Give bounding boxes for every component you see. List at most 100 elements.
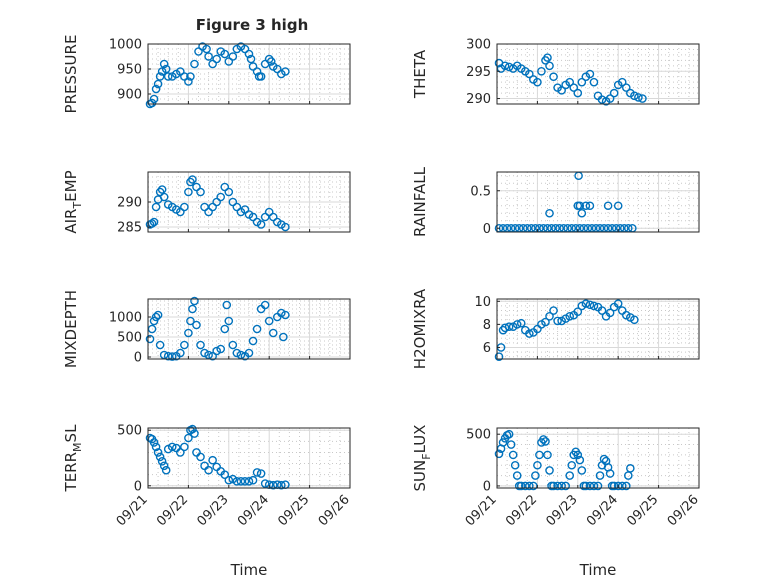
data-point [599, 454, 609, 464]
y-axis-label: TERRMSL [62, 424, 84, 493]
data-point [186, 177, 195, 187]
data-point [504, 322, 514, 331]
data-point [585, 300, 595, 310]
data-point [149, 94, 159, 104]
data-point [539, 435, 548, 444]
data-point [575, 455, 585, 465]
y-tick-label: 10 [474, 295, 491, 310]
data-point [266, 57, 276, 66]
data-point [621, 481, 631, 491]
data-point [167, 352, 177, 361]
data-point [537, 66, 546, 76]
data-point [577, 208, 587, 218]
data-point [504, 429, 514, 439]
data-point [153, 448, 163, 457]
data-point [605, 94, 615, 103]
data-point [630, 315, 639, 325]
data-point [264, 54, 274, 64]
data-point [512, 320, 522, 329]
data-point [192, 320, 201, 330]
axes-frame [147, 171, 351, 233]
data-point [603, 201, 613, 211]
axes-frame [147, 43, 351, 105]
data-point [577, 466, 587, 475]
data-point [605, 469, 615, 478]
data-point [236, 477, 246, 486]
data-point [277, 480, 286, 490]
data-point [167, 442, 177, 452]
data-point [545, 61, 554, 71]
y-tick-label: 500 [117, 331, 142, 346]
data-point [506, 440, 516, 449]
data-point [256, 469, 266, 478]
data-point [281, 222, 290, 232]
data-point [500, 61, 510, 71]
x-axis-label: Time [579, 561, 617, 579]
data-point [281, 67, 290, 76]
data-point [589, 77, 599, 87]
data-point [549, 481, 558, 491]
data-point [161, 64, 171, 74]
data-point [581, 201, 591, 211]
data-point [149, 438, 159, 447]
data-point [585, 481, 595, 491]
data-point [184, 187, 193, 197]
data-point [573, 88, 583, 98]
y-axis-label: PRESSURE [62, 35, 80, 114]
data-point [200, 348, 209, 358]
data-point [508, 450, 518, 460]
data-point [533, 460, 542, 470]
data-point [561, 481, 570, 491]
data-point [204, 52, 213, 61]
data-point [510, 460, 520, 470]
data-point [208, 455, 217, 465]
y-axis-label: H2OMIXRA [411, 288, 429, 369]
data-point [621, 83, 631, 92]
data-point [155, 72, 165, 81]
y-axis-label: MIXDEPTH [62, 290, 80, 368]
data-point [277, 308, 286, 318]
data-point [516, 318, 526, 328]
data-point [553, 316, 562, 326]
data-point [149, 217, 159, 227]
data-point [531, 471, 540, 480]
y-tick-label: 300 [466, 38, 491, 53]
data-point [256, 220, 266, 229]
subplot-1: 900 950 1000 PRESSURE [62, 35, 351, 114]
y-axis-label: RAINFALL [411, 166, 429, 237]
y-tick-label: 1000 [109, 311, 142, 326]
data-point [222, 300, 232, 310]
data-point [567, 460, 577, 470]
data-point [186, 72, 195, 81]
data-point [545, 312, 554, 321]
data-point [575, 201, 585, 211]
data-point [180, 202, 189, 212]
plot-area [497, 44, 699, 104]
data-point [543, 53, 552, 62]
data-point [504, 62, 514, 72]
data-point [630, 91, 639, 101]
data-point [585, 69, 595, 79]
data-point [151, 84, 161, 94]
y-tick-label: 0 [134, 479, 142, 494]
data-point [557, 481, 566, 491]
data-point [155, 452, 165, 462]
data-point [188, 424, 197, 434]
figure-title: Figure 3 high [196, 16, 309, 34]
data-point [159, 461, 169, 471]
plot-area [497, 172, 699, 232]
data-point [196, 187, 205, 197]
data-point [149, 316, 159, 326]
data-point [535, 450, 544, 460]
data-point [180, 442, 189, 452]
data-point [180, 340, 189, 350]
data-point [498, 438, 508, 447]
data-point [220, 324, 230, 334]
data-point [244, 348, 254, 358]
y-tick-label: 900 [117, 88, 142, 103]
x-axis-label: Time [230, 561, 268, 579]
data-point [593, 481, 603, 491]
data-point [151, 202, 161, 212]
data-point [565, 312, 575, 321]
